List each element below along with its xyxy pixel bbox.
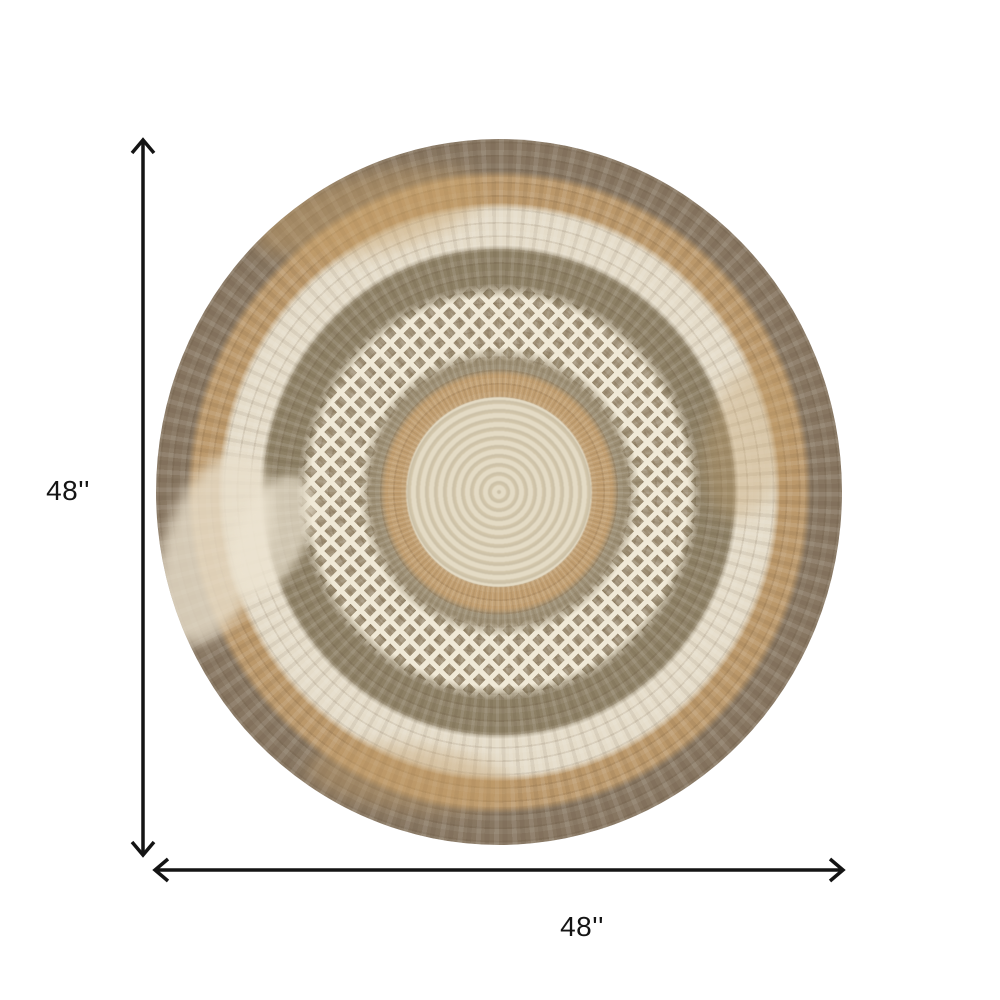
width-dimension-label: 48'' <box>560 911 604 942</box>
width-dimension-arrow <box>152 857 846 883</box>
height-dimension-label: 48'' <box>46 475 90 506</box>
rug-image <box>156 139 842 845</box>
height-dimension-arrow <box>130 137 156 858</box>
rug-center-swirl <box>406 396 592 588</box>
